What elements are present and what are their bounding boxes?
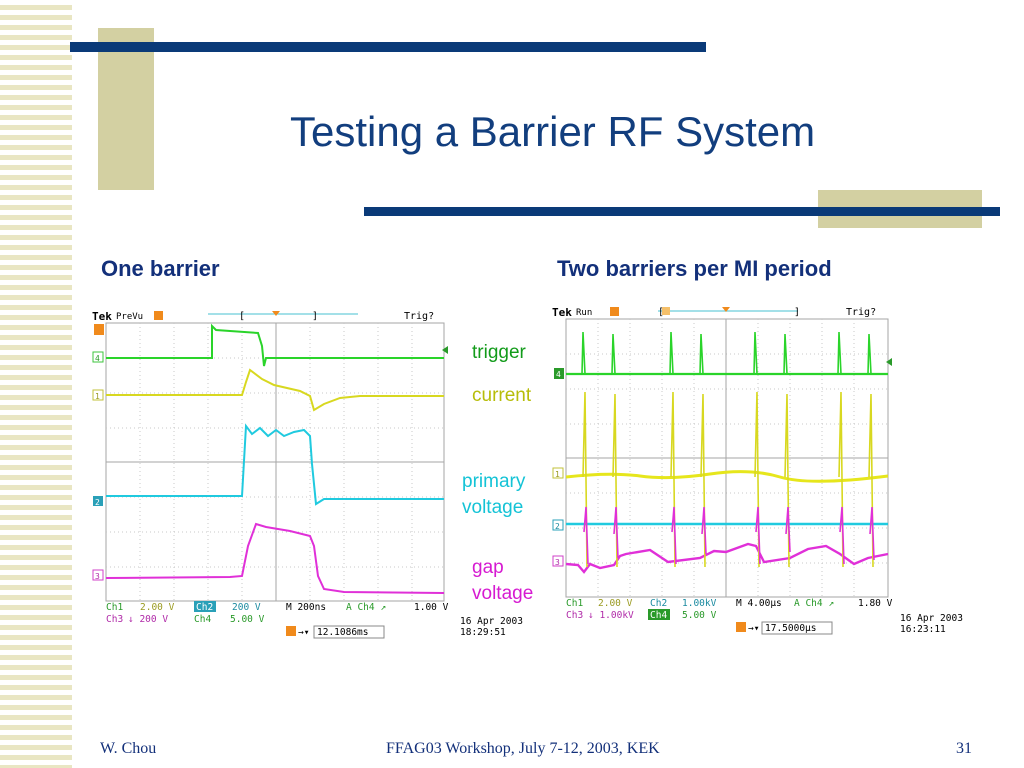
svg-text:2: 2 — [95, 498, 100, 507]
readout-ch4-left-value: 5.00 V — [230, 614, 265, 625]
legend-primary-voltage: primary voltage — [462, 469, 525, 521]
scope-trig-status-right: Trig? — [846, 307, 876, 318]
decorative-stripes — [0, 0, 72, 768]
timestamp-time-left: 18:29:51 — [460, 627, 506, 638]
readout-position-left: 12.1086ms — [317, 627, 368, 638]
legend-primary-line1: primary — [462, 471, 526, 492]
decor-block-top — [98, 28, 154, 190]
svg-text:[: [ — [239, 311, 245, 322]
scope-timestamp-left: 16 Apr 2003 18:29:51 — [460, 616, 523, 638]
legend-gap-voltage: gap voltage — [472, 555, 533, 607]
readout-ch1-right-label: Ch1 — [566, 598, 583, 609]
svg-text:4: 4 — [556, 370, 561, 379]
right-heading: Two barriers per MI period — [557, 256, 832, 281]
svg-text:]: ] — [794, 307, 800, 318]
readout-ch4-right-value: 5.00 V — [682, 610, 717, 621]
decor-bar-mid — [364, 207, 1000, 216]
readout-ch4-right-label: Ch4 — [650, 610, 667, 621]
svg-text:3: 3 — [555, 558, 560, 567]
readout-ch1-right-value: 2.00 V — [598, 598, 633, 609]
footer-event: FFAG03 Workshop, July 7-12, 2003, KEK — [386, 740, 660, 757]
left-heading: One barrier — [101, 256, 220, 281]
timestamp-date-left: 16 Apr 2003 — [460, 616, 523, 627]
scope-brand-left: Tek — [92, 310, 112, 323]
readout-ch3-left-label: Ch3 — [106, 614, 123, 625]
readout-ch2-right-label: Ch2 — [650, 598, 667, 609]
scope-trig-status-left: Trig? — [404, 311, 434, 322]
svg-text:→▾: →▾ — [748, 623, 759, 634]
scope-brand-right: Tek — [552, 306, 572, 319]
trigger-marker-icon — [94, 324, 104, 335]
scope-timestamp-right: 16 Apr 2003 16:23:11 — [900, 613, 963, 635]
legend-primary-line2: voltage — [462, 497, 524, 518]
readout-timebase-left: M 200ns — [286, 602, 326, 613]
decor-bar-top — [70, 42, 706, 52]
readout-ch3-left-value: ↓ 200 V — [128, 614, 168, 625]
scope-mode-left: PreVu — [116, 312, 143, 322]
trace-current-left — [106, 368, 444, 412]
svg-text:2: 2 — [555, 522, 560, 531]
readout-ch3-right-value: ↓ 1.00kV — [588, 610, 634, 621]
readout-position-right: 17.5000µs — [765, 623, 816, 634]
readout-trigger-ch-left: A Ch4 ↗ — [346, 602, 386, 613]
scope-one-barrier: Tek PreVu [ ] Trig? 4 1 2 3 Ch1 2.00 V C… — [90, 306, 460, 642]
readout-ch3-right-label: Ch3 — [566, 610, 583, 621]
readout-trigger-level-left: 1.00 V — [414, 602, 449, 613]
trace-primary-left — [106, 423, 444, 506]
readout-ch2-left-value: 200 V — [232, 602, 261, 613]
svg-text:→▾: →▾ — [298, 627, 309, 638]
readout-ch2-right-value: 1.00kV — [682, 598, 717, 609]
svg-text:3: 3 — [95, 572, 100, 581]
svg-text:1: 1 — [95, 392, 100, 401]
legend-gap-line2: voltage — [472, 583, 534, 604]
readout-ch1-left-value: 2.00 V — [140, 602, 175, 613]
footer-author: W. Chou — [100, 740, 157, 757]
trace-gap-left — [105, 522, 445, 594]
svg-text:4: 4 — [95, 354, 100, 363]
trace-current-right — [565, 470, 889, 483]
legend-current: current — [472, 385, 532, 406]
scope-two-barriers: Tek Run [ ] Trig? 4 1 2 3 — [550, 302, 896, 636]
readout-trigger-ch-right: A Ch4 ↗ — [794, 598, 834, 609]
timestamp-time-right: 16:23:11 — [900, 624, 946, 635]
footer-page-number: 31 — [956, 740, 972, 757]
timestamp-date-right: 16 Apr 2003 — [900, 613, 963, 624]
legend-gap-line1: gap — [472, 557, 504, 578]
readout-ch1-left-label: Ch1 — [106, 602, 123, 613]
readout-ch4-left-label: Ch4 — [194, 614, 211, 625]
readout-ch2-left-label: Ch2 — [196, 602, 213, 613]
scope-mode-right: Run — [576, 308, 592, 318]
trace-gap-right — [565, 542, 889, 574]
trace-trigger-left — [106, 323, 444, 367]
legend-trigger: trigger — [472, 342, 526, 363]
svg-text:[: [ — [658, 307, 664, 318]
readout-timebase-right: M 4.00µs — [736, 598, 782, 609]
svg-text:1: 1 — [555, 470, 560, 479]
readout-trigger-level-right: 1.80 V — [858, 598, 893, 609]
svg-text:]: ] — [312, 311, 318, 322]
slide-title: Testing a Barrier RF System — [290, 108, 816, 155]
